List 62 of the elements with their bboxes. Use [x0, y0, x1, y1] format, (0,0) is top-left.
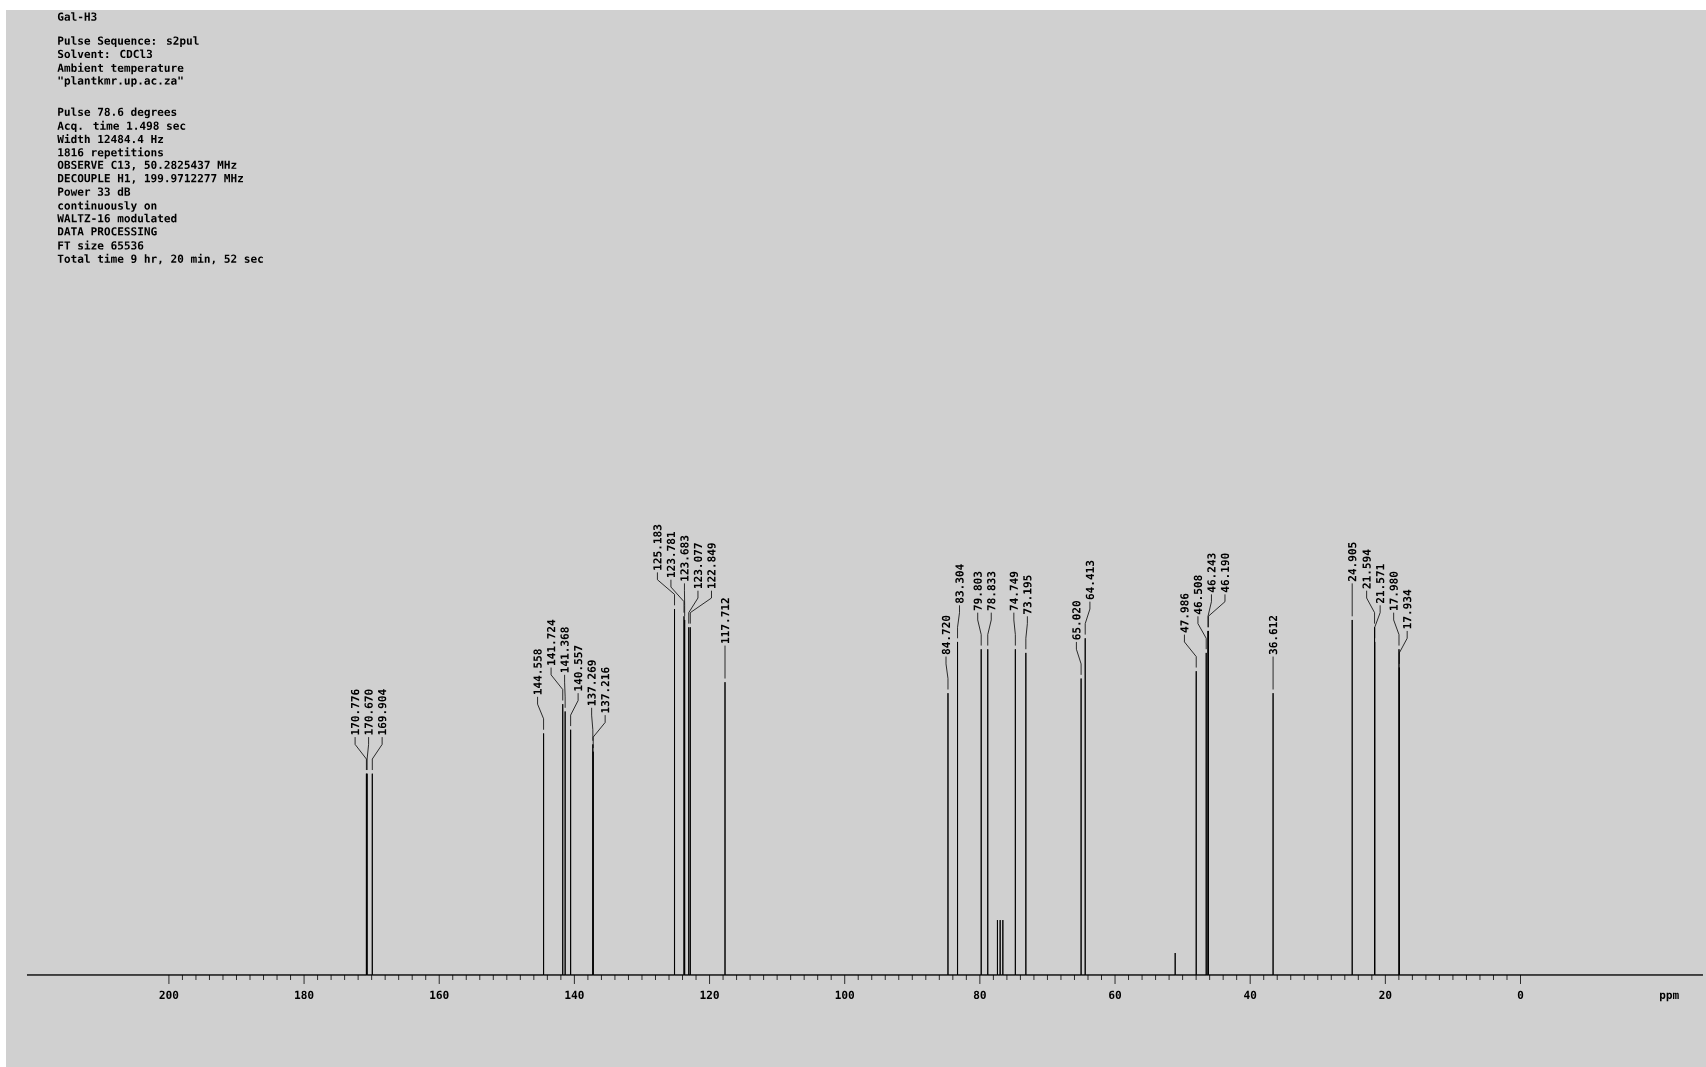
- annotation: 78.833: [987, 571, 996, 611]
- x-tick-label: 60: [1109, 990, 1122, 1000]
- annotation: 79.803: [973, 571, 982, 611]
- text: DATA PROCESSING: [58, 227, 157, 236]
- annotation: 137.216: [600, 667, 610, 713]
- text: FT size 65536: [58, 240, 144, 250]
- text: Solvent: CDCl3: [57, 49, 153, 59]
- text: WALTZ-16 modulated: [57, 213, 177, 223]
- text: DECOUPLE H1, 199.9712277 MHz: [58, 173, 243, 184]
- text: 1816 repetitions: [58, 147, 163, 159]
- text: "plantkmr.up.ac.za": [58, 76, 183, 87]
- annotation: 36.612: [1268, 615, 1278, 655]
- annotation: 46.508: [1193, 575, 1203, 615]
- annotation: 46.243: [1207, 553, 1216, 593]
- annotation: 169.904: [377, 689, 387, 735]
- annotation: 17.980: [1389, 571, 1398, 611]
- x-tick-label: 120: [700, 990, 719, 1000]
- annotation: 144.558: [533, 649, 542, 695]
- annotation: 65.020: [1072, 601, 1081, 640]
- annotation: 17.934: [1402, 589, 1412, 629]
- text: Power 33 dB: [58, 187, 131, 196]
- text: Pulse 78.6 degrees: [58, 107, 177, 119]
- text: continuously on: [58, 200, 157, 212]
- annotation: 64.413: [1085, 560, 1095, 600]
- annotation: 21.594: [1362, 549, 1371, 589]
- text: Acq. time 1.498 sec: [57, 120, 186, 133]
- annotation: 123.683: [680, 535, 689, 581]
- x-tick-label: 80: [973, 990, 986, 1000]
- text: Width 12484.4 Hz: [57, 134, 164, 144]
- x-tick-label: 160: [430, 990, 449, 1000]
- text: Total time 9 hr, 20 min, 52 sec: [57, 253, 263, 265]
- x-axis-title: ppm: [1660, 992, 1679, 1002]
- annotation: 170.776: [350, 689, 360, 735]
- text: OBSERVE C13, 50.2825437 MHz: [57, 160, 237, 171]
- x-tick-label: 200: [159, 990, 179, 1000]
- annotation: 21.571: [1375, 564, 1385, 604]
- annotation: 122.849: [707, 543, 716, 589]
- annotation: 117.712: [720, 598, 730, 643]
- annotation: 141.368: [560, 627, 569, 673]
- text: Pulse Sequence: s2pul: [58, 36, 199, 47]
- x-tick-label: 140: [565, 990, 584, 1000]
- text: Ambient temperature: [57, 62, 184, 75]
- annotation: 123.077: [693, 543, 703, 589]
- annotation: 123.781: [666, 532, 676, 578]
- annotation: 46.190: [1220, 553, 1230, 593]
- x-tick-label: 20: [1379, 990, 1392, 1000]
- x-tick-label: 40: [1244, 990, 1257, 1000]
- annotation: 170.670: [364, 689, 373, 735]
- annotation: 141.724: [546, 619, 556, 665]
- annotation: 83.304: [955, 564, 964, 604]
- x-tick-label: 0: [1517, 990, 1524, 1000]
- x-tick-label: 180: [295, 990, 314, 1000]
- annotation: 84.720: [941, 615, 951, 655]
- annotation: 47.986: [1180, 593, 1189, 633]
- annotation: 24.905: [1347, 542, 1357, 582]
- chart-title: Gal-H3: [57, 12, 97, 21]
- annotation: 73.195: [1023, 575, 1032, 614]
- annotation: 125.183: [653, 524, 662, 570]
- x-tick-label: 100: [835, 990, 855, 1000]
- annotation: 137.269: [587, 660, 596, 706]
- annotation: 140.557: [573, 645, 583, 691]
- annotation: 74.749: [1009, 571, 1019, 611]
